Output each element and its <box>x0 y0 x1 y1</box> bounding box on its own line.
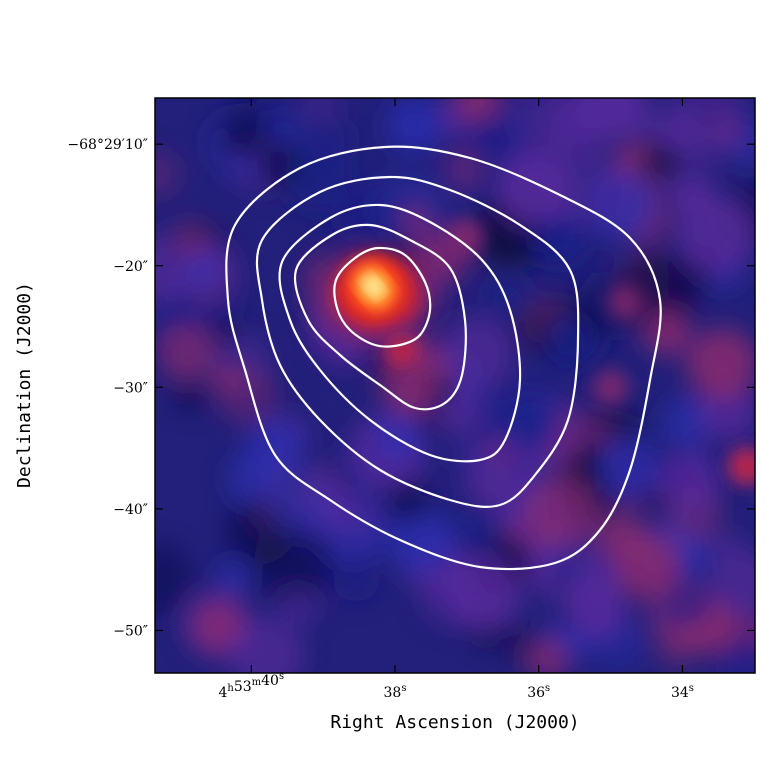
noise-blob <box>386 479 429 523</box>
noise-blob <box>172 220 209 257</box>
y-tick-label: −20″ <box>113 259 148 275</box>
noise-blob <box>639 141 680 183</box>
noise-blob <box>715 639 755 673</box>
noise-blob <box>210 315 241 346</box>
sky-image <box>155 98 755 673</box>
noise-blob <box>550 153 626 228</box>
x-tick-number: 4 <box>218 685 227 701</box>
plot-frame <box>154 97 756 674</box>
x-tick-label: 4h53m40s <box>218 671 284 701</box>
noise-blob <box>333 556 379 603</box>
x-axis-title: Right Ascension (J2000) <box>330 712 579 733</box>
noise-blob <box>572 551 622 601</box>
contour-level-5 <box>333 246 432 348</box>
noise-blob <box>179 248 227 297</box>
noise-blob <box>386 507 454 575</box>
noise-blob <box>509 98 587 155</box>
x-tick-number: 40 <box>261 673 279 689</box>
noise-blob <box>427 375 457 405</box>
noise-blob <box>495 149 573 227</box>
y-tick-label: −68°29′10″ <box>67 137 148 153</box>
noise-blob <box>435 152 468 184</box>
x-tick-number: 34 <box>671 685 689 701</box>
noise-blob <box>155 149 181 199</box>
contour-level-1 <box>225 145 662 571</box>
noise-blob <box>698 383 755 443</box>
noise-blob <box>657 451 721 515</box>
noise-blob <box>677 196 755 275</box>
y-tick-label: −30″ <box>113 380 148 396</box>
noise-blob <box>711 552 755 616</box>
noise-blob <box>567 581 626 640</box>
noise-blob <box>524 637 569 673</box>
emission-peak-weak <box>448 217 485 254</box>
noise-blob <box>216 364 278 425</box>
x-tick-unit: s <box>279 671 284 682</box>
emission-peak-peak <box>311 252 436 341</box>
peak-outer <box>448 217 485 254</box>
noise-blob <box>450 502 506 558</box>
x-tick-unit: s <box>689 683 694 694</box>
noise-blob <box>454 98 501 123</box>
noise-blob <box>708 121 746 159</box>
noise-blob <box>686 328 755 400</box>
x-tick-unit: m <box>252 677 262 688</box>
contour-overlay <box>225 145 662 571</box>
contour-level-4 <box>293 223 467 411</box>
emission-peak-secondary <box>727 446 755 487</box>
emission-peak-weak <box>592 369 629 406</box>
x-tick-unit: s <box>545 683 550 694</box>
peak-outer <box>606 284 643 321</box>
noise-blob <box>613 531 681 600</box>
noise-blob <box>173 377 208 412</box>
y-tick-label: −50″ <box>113 623 148 639</box>
noise-blob <box>229 618 304 673</box>
peak-inner <box>735 454 755 479</box>
y-axis-title: Declination (J2000) <box>14 282 35 488</box>
contour-level-2 <box>255 175 580 508</box>
x-tick-unit: h <box>227 683 234 694</box>
noise-blob <box>612 98 647 121</box>
contour-level-3 <box>278 203 522 463</box>
noise-blob <box>439 316 514 390</box>
x-tick-label: 34s <box>671 683 694 701</box>
noise-blob <box>527 218 569 259</box>
noise-blob <box>445 555 522 631</box>
emission-peak-weak <box>606 284 643 321</box>
noise-blob <box>375 196 404 225</box>
noise-blob <box>458 433 533 508</box>
noise-blob <box>155 541 193 616</box>
y-axis-ticks: −68°29′10″ −20″ −30″ −40″ −50″ <box>67 137 755 639</box>
noise-blob <box>385 98 444 154</box>
x-tick-number: 38 <box>384 685 402 701</box>
x-tick-label: 36s <box>527 683 550 701</box>
noise-blob <box>245 418 304 477</box>
x-tick-label: 38s <box>384 683 407 701</box>
noise-blob <box>643 309 690 356</box>
noise-blob <box>218 562 248 592</box>
x-tick-unit: s <box>401 683 406 694</box>
noise-blob <box>267 468 336 537</box>
noise-blob <box>258 98 295 135</box>
peak-center <box>367 279 380 294</box>
y-tick-label: −40″ <box>113 502 148 518</box>
x-tick-number: 36 <box>527 685 545 701</box>
peak-outer <box>592 369 629 406</box>
x-tick-number: 53 <box>234 679 252 695</box>
noise-blob <box>664 396 711 443</box>
noise-blob <box>157 323 216 382</box>
noise-blob <box>521 475 599 553</box>
noise-blob <box>507 398 559 450</box>
noise-blob <box>546 351 575 380</box>
noise-blob <box>190 599 245 654</box>
noise-blob <box>284 145 353 213</box>
emission-peak-secondary <box>382 330 423 371</box>
noise-blob <box>544 575 583 613</box>
noise-blob <box>655 626 699 670</box>
